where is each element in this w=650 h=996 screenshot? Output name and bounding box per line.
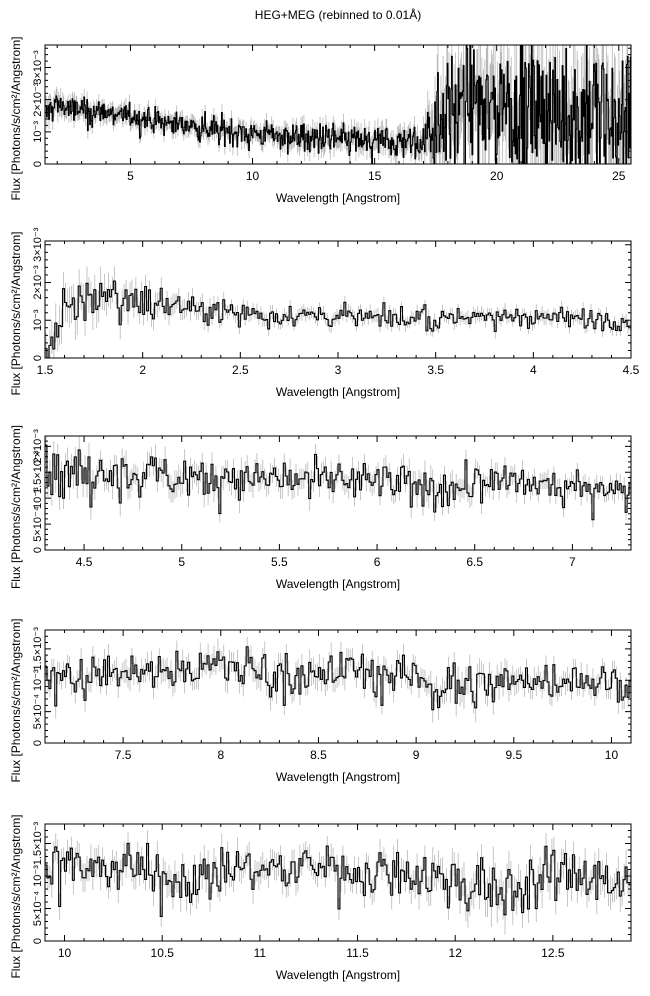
x-tick-label: 2.5 [232, 363, 249, 377]
y-tick-label: 10⁻³ [32, 309, 44, 331]
x-axis-label: Wavelength [Angstrom] [276, 191, 400, 205]
plot-frame [44, 44, 632, 165]
x-axis-label: Wavelength [Angstrom] [276, 577, 400, 591]
spectrum-panel-1: 5 10 15 20 25 0 10⁻³ 2×10⁻³3×10⁻³ Wavelength [An… [9, 36, 632, 205]
y-tick-label: 0 [32, 161, 44, 167]
y-axis-label: Flux [Photons/s/cm²/Angstrom] [9, 618, 23, 782]
y-tick-label: 2×10⁻³ [32, 265, 44, 300]
y-tick-label: 2×10⁻³ [32, 82, 44, 117]
x-tick-label: 5 [178, 555, 185, 569]
spectrum-line [45, 45, 631, 164]
spectrum-panel-2: 1.5 2 2.5 3 3.5 4 4.5 0 10⁻³ 2×10⁻³ 3×10⁻³ Waveleng… [9, 227, 640, 399]
x-tick-label: 11 [254, 946, 267, 960]
axis-ticks [44, 241, 632, 359]
x-axis-label: Wavelength [Angstrom] [276, 385, 400, 399]
x-tick-label: 12.5 [541, 946, 565, 960]
y-axis-label: Flux [Photons/s/cm²/Angstrom] [9, 814, 23, 978]
error-bars [45, 436, 631, 528]
x-tick-label: 6 [374, 555, 381, 569]
x-tick-label: 9 [413, 748, 420, 762]
y-tick-label: 10⁻³ [32, 121, 44, 143]
y-tick-label: 1.5×10⁻³ [32, 450, 44, 494]
y-axis-label: Flux [Photons/s/cm²/Angstrom] [9, 36, 23, 200]
spectrum-line [45, 444, 631, 521]
spectrum-panel-3: 4.5 5 5.5 6 6.5 7 0 5×10⁻⁴10⁻³1.5×10⁻³2×10⁻³ Wav… [9, 425, 632, 591]
x-tick-label: 8 [217, 748, 224, 762]
figure-title: HEG+MEG (rebinned to 0.01Å) [254, 8, 422, 22]
error-bars [45, 830, 631, 935]
y-tick-label: 5×10⁻⁴ [32, 506, 44, 542]
y-tick-label: 0 [32, 740, 44, 746]
x-tick-label: 5.5 [271, 555, 288, 569]
x-tick-label: 10 [58, 946, 72, 960]
x-tick-label: 10 [246, 169, 260, 183]
axis-ticks [44, 435, 632, 551]
y-tick-label: 10⁻³ [32, 487, 44, 509]
x-tick-label: 2 [139, 363, 146, 377]
spectrum-data [45, 266, 631, 358]
x-tick-label: 4 [530, 363, 537, 377]
y-axis-label: Flux [Photons/s/cm²/Angstrom] [9, 425, 23, 589]
x-axis-label: Wavelength [Angstrom] [276, 968, 400, 982]
x-tick-label: 10.5 [151, 946, 175, 960]
y-tick-label: 10⁻³ [32, 865, 44, 887]
spectrum-panel-4: 7.5 8 8.5 9 9.5 10 0 5×10⁻⁴ 10⁻³1.5×10⁻³ Waveleng… [9, 618, 632, 784]
x-tick-label: 10 [605, 748, 619, 762]
spectrum-data [45, 636, 631, 723]
x-tick-label: 3 [335, 363, 342, 377]
plot-frame [44, 435, 632, 551]
y-tick-label: 5×10⁻⁴ [32, 891, 44, 927]
y-tick-label: 10⁻³ [32, 669, 44, 691]
y-tick-label: 1.5×10⁻³ [32, 821, 44, 865]
x-tick-label: 9.5 [505, 748, 522, 762]
y-tick-label: 3×10⁻³ [32, 227, 44, 262]
x-tick-label: 4.5 [623, 363, 640, 377]
x-tick-label: 5 [127, 169, 134, 183]
error-bars [45, 636, 631, 723]
spectrum-line [45, 280, 631, 358]
x-tick-label: 3.5 [427, 363, 444, 377]
x-tick-label: 25 [612, 169, 626, 183]
y-tick-label: 0 [32, 355, 44, 361]
axis-ticks [44, 629, 632, 744]
x-tick-label: 15 [368, 169, 382, 183]
x-axis-label: Wavelength [Angstrom] [276, 770, 400, 784]
x-tick-label: 20 [490, 169, 504, 183]
y-axis-label: Flux [Photons/s/cm²/Angstrom] [9, 231, 23, 395]
spectrum-data [45, 45, 631, 164]
x-tick-label: 11.5 [346, 946, 369, 960]
y-tick-label: 1.5×10⁻³ [32, 627, 44, 671]
y-tick-label: 5×10⁻⁴ [32, 694, 44, 730]
axis-ticks [45, 45, 631, 165]
spectrum-data [45, 830, 631, 935]
x-tick-label: 7 [569, 555, 576, 569]
x-tick-label: 6.5 [466, 555, 483, 569]
x-tick-label: 4.5 [76, 555, 93, 569]
spectrum-data [45, 436, 631, 528]
y-tick-label: 3×10⁻³ [32, 50, 44, 85]
y-tick-label: 0 [32, 547, 44, 553]
axis-ticks [44, 823, 632, 942]
x-tick-label: 8.5 [310, 748, 327, 762]
spectrum-line [45, 646, 631, 711]
y-tick-label: 2×10⁻³ [32, 429, 44, 464]
y-tick-label: 0 [32, 938, 44, 944]
x-tick-label: 7.5 [115, 748, 132, 762]
spectrum-line [45, 842, 631, 917]
x-tick-label: 1.5 [37, 363, 54, 377]
spectrum-panel-5: 10 10.5 11 11.5 12 12.5 0 5×10⁻⁴ 10⁻³1.5×10⁻³ Wav… [9, 814, 632, 982]
x-tick-label: 12 [449, 946, 463, 960]
